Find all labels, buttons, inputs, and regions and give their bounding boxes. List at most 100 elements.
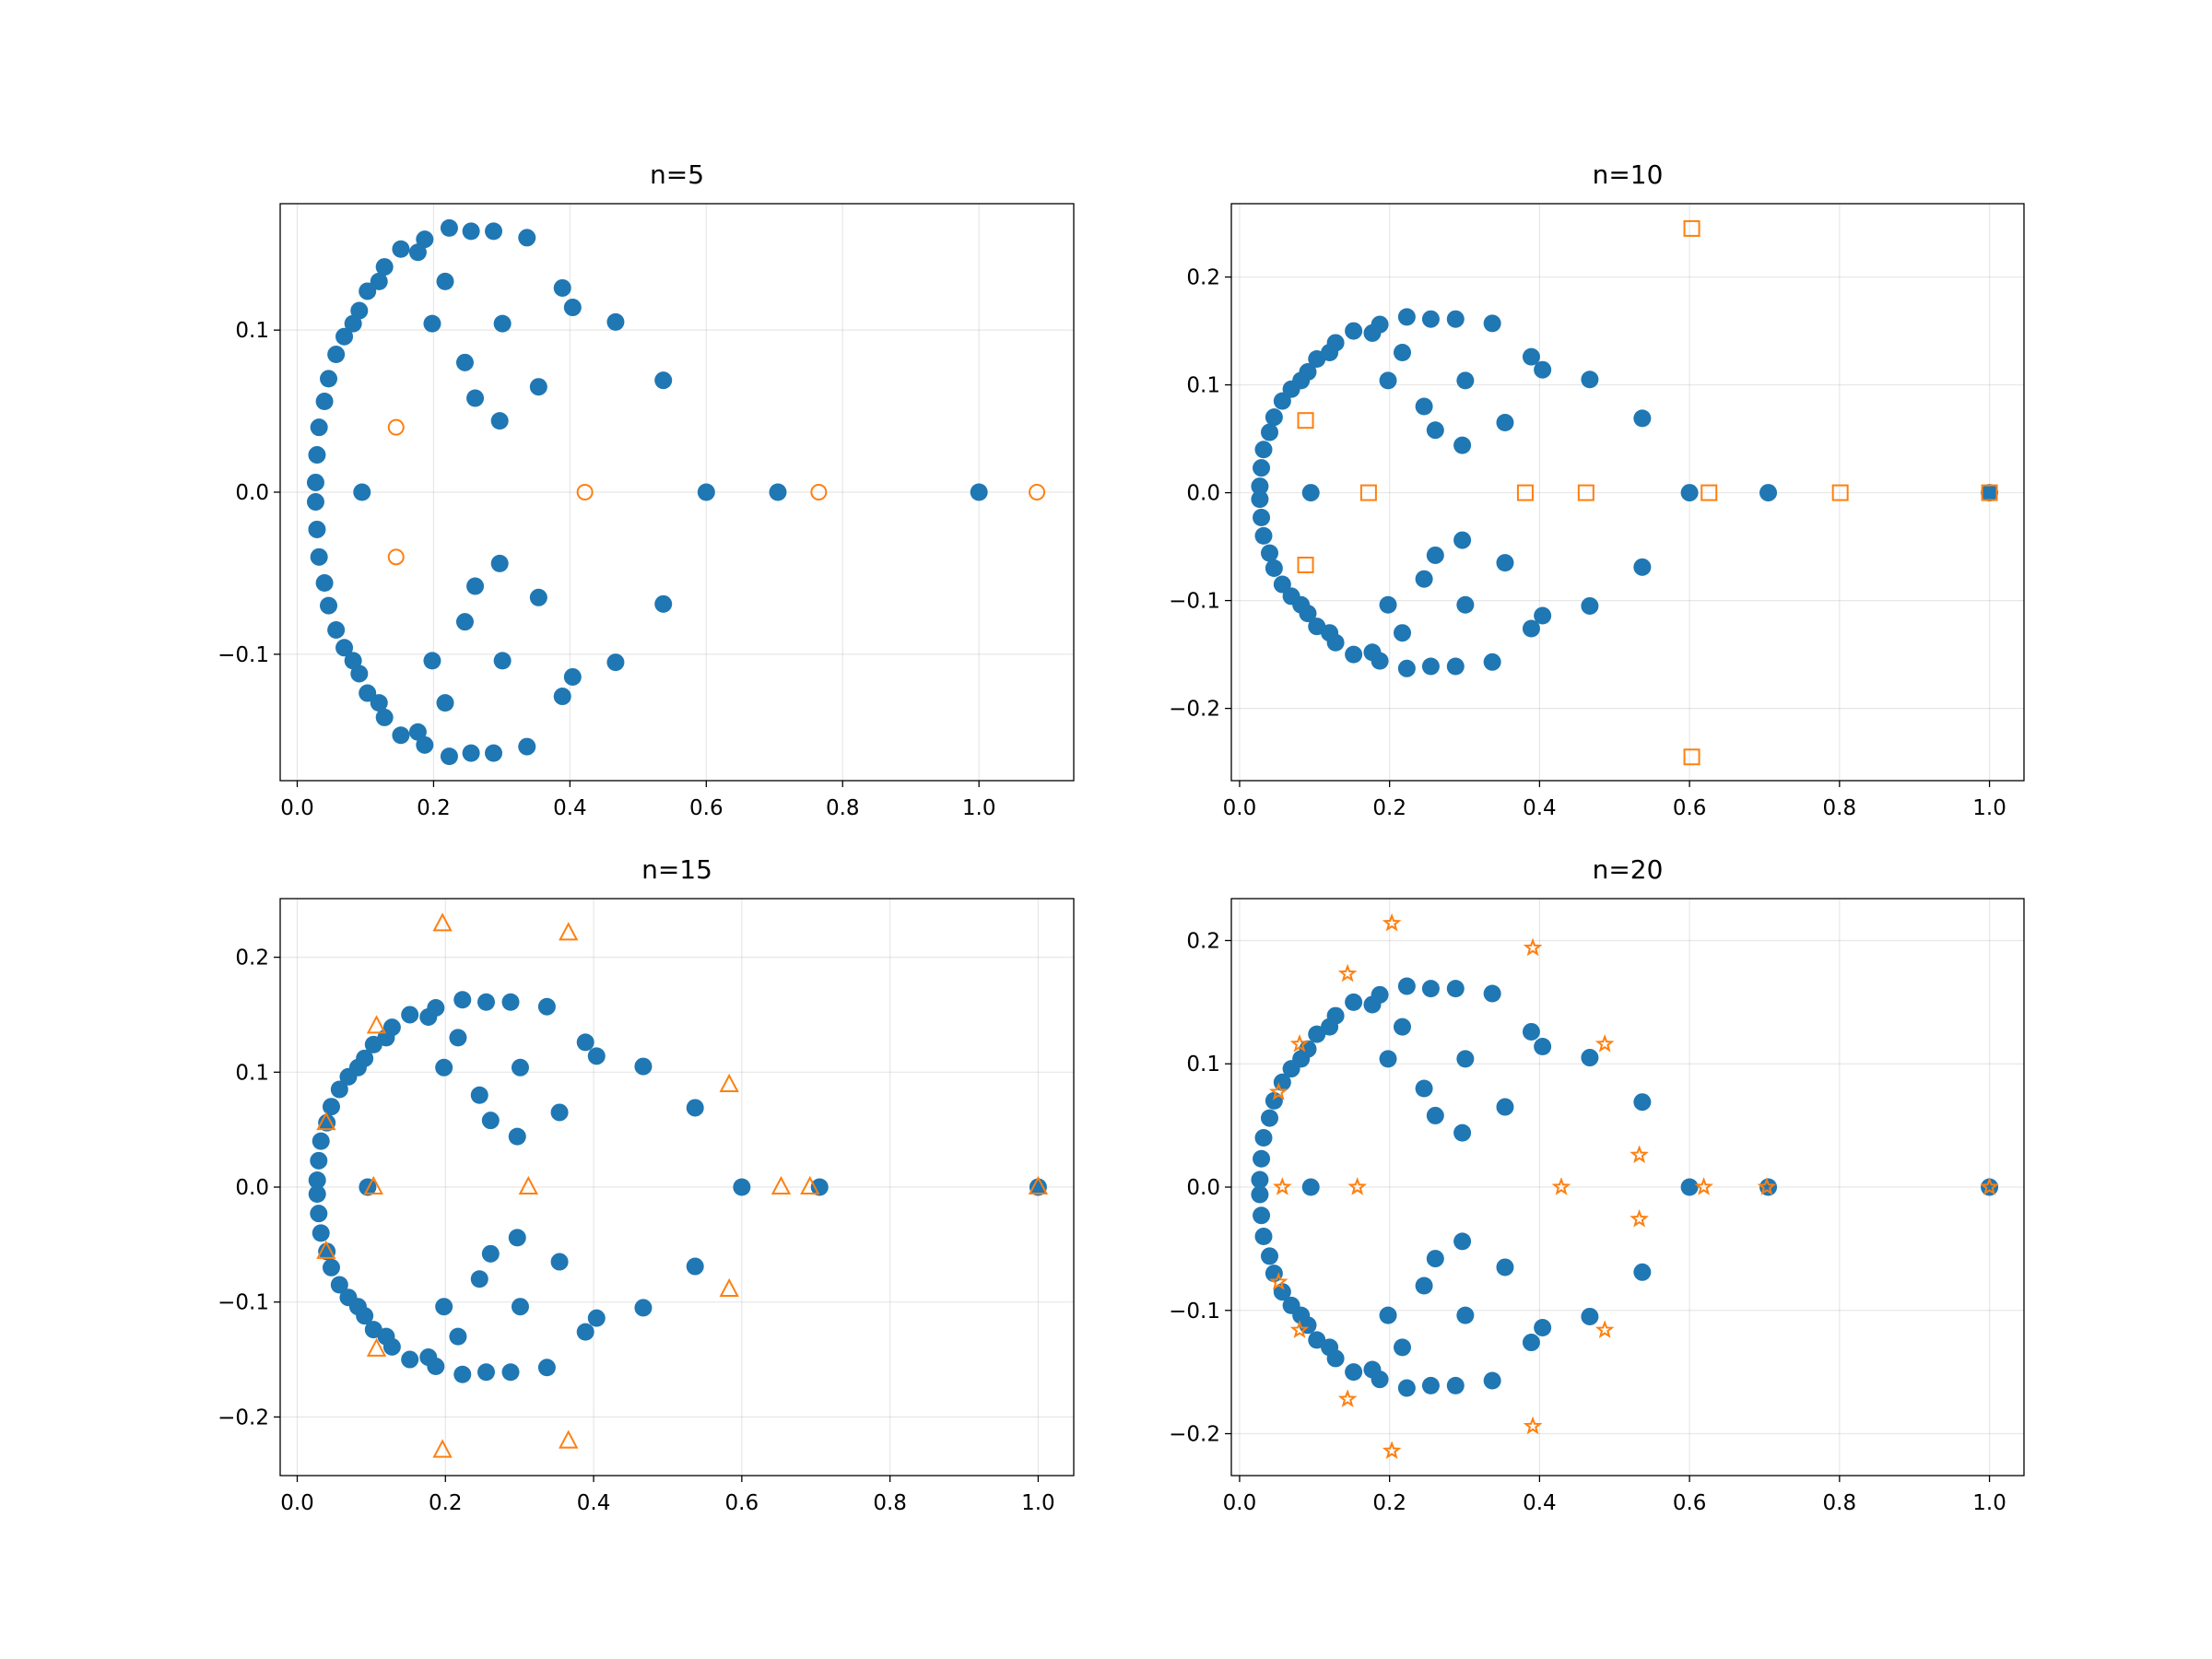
x-tick-label: 0.8: [1823, 1491, 1857, 1515]
point: [1415, 1277, 1433, 1295]
point: [436, 694, 454, 712]
point: [1831, 484, 1849, 501]
point: [537, 997, 556, 1016]
point: [1289, 1033, 1310, 1053]
point: [1260, 544, 1278, 562]
point: [1299, 363, 1317, 382]
point: [1496, 1258, 1514, 1277]
point: [634, 1299, 653, 1317]
point: [1397, 1379, 1416, 1397]
point: [1594, 1320, 1615, 1338]
point: [462, 744, 480, 762]
point: [1253, 1206, 1271, 1225]
point: [477, 1363, 495, 1382]
point: [1534, 360, 1552, 379]
subplot: 0.0 0.2 0.4 0.6 0.8 1.0 −0.2 −0.1 0.0 0.1 0.2 n=10: [1169, 159, 2025, 820]
point: [1453, 436, 1472, 454]
point: [310, 1151, 328, 1170]
point: [1421, 980, 1440, 998]
y-tick-label: −0.1: [1169, 1300, 1220, 1324]
point: [449, 1327, 467, 1346]
point: [508, 1127, 526, 1146]
point: [477, 993, 495, 1011]
point: [1633, 1263, 1652, 1281]
point: [559, 922, 579, 941]
point: [1581, 596, 1599, 615]
point: [733, 1178, 751, 1196]
point: [1483, 653, 1501, 671]
point: [970, 483, 988, 501]
y-tick-label: 0.0: [1186, 482, 1220, 506]
point: [1456, 595, 1475, 614]
point: [453, 991, 472, 1009]
point: [1633, 558, 1652, 576]
point: [1337, 1389, 1358, 1407]
point: [1371, 652, 1389, 670]
plot-frame: [1230, 203, 2025, 782]
x-tick-label: 0.6: [689, 796, 724, 820]
point: [1496, 1098, 1514, 1116]
x-tick-label: 0.0: [280, 796, 314, 820]
point: [435, 1298, 453, 1316]
point: [1453, 1232, 1472, 1251]
point: [427, 1358, 445, 1376]
point: [408, 723, 427, 741]
point: [1253, 508, 1271, 526]
point: [1337, 963, 1358, 982]
point: [350, 301, 369, 320]
point: [1483, 314, 1501, 333]
point: [1308, 1331, 1326, 1349]
point: [501, 1363, 520, 1382]
point: [537, 1359, 556, 1377]
point: [382, 1337, 401, 1356]
point: [1683, 748, 1700, 766]
point: [1345, 993, 1363, 1011]
point: [654, 594, 673, 613]
point: [1421, 657, 1440, 676]
point: [1523, 937, 1543, 957]
point: [1253, 1149, 1271, 1168]
point: [1522, 1022, 1540, 1041]
point: [1394, 1018, 1412, 1036]
point: [353, 483, 371, 501]
point: [335, 327, 354, 346]
point: [308, 520, 326, 538]
point: [1981, 484, 1998, 501]
point: [1551, 1177, 1571, 1195]
point: [493, 314, 512, 333]
point: [1397, 977, 1416, 995]
point: [387, 418, 405, 436]
plot-frame: [1230, 898, 2025, 1477]
point: [1446, 980, 1465, 998]
point: [1415, 570, 1433, 588]
point: [359, 684, 377, 702]
point: [686, 1099, 704, 1117]
point: [508, 1229, 526, 1247]
point: [318, 1242, 336, 1261]
point: [1680, 1178, 1699, 1196]
point: [1345, 1363, 1363, 1382]
point: [1379, 371, 1397, 390]
point: [1426, 1106, 1444, 1124]
point: [686, 1257, 704, 1276]
point: [550, 1253, 569, 1271]
point: [322, 1258, 340, 1277]
point: [1254, 1128, 1273, 1147]
point: [1483, 1371, 1501, 1390]
point: [462, 222, 480, 241]
point: [1394, 624, 1412, 642]
y-tick-label: −0.1: [218, 1291, 269, 1315]
point: [1394, 343, 1412, 361]
point: [1251, 490, 1269, 509]
point: [308, 446, 326, 465]
point: [518, 229, 536, 247]
point: [771, 1175, 792, 1194]
y-tick-label: 0.0: [235, 1176, 269, 1200]
point: [1759, 484, 1778, 502]
point: [1379, 1306, 1397, 1324]
y-tick-label: 0.2: [1186, 929, 1220, 953]
y-tick-label: 0.0: [1186, 1176, 1220, 1200]
subplot: 0.0 0.2 0.4 0.6 0.8 1.0 −0.2 −0.1 0.0 0.1 0.2 n=20: [1169, 854, 2025, 1515]
point: [356, 1049, 374, 1067]
